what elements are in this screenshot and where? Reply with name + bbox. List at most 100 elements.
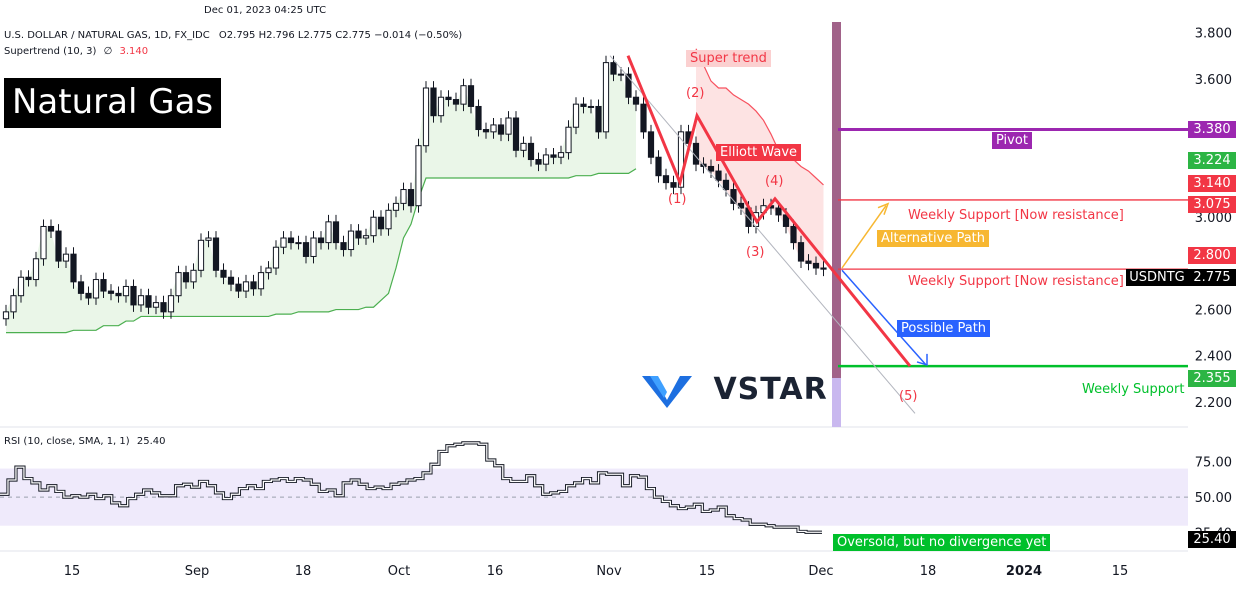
- candle-body: [377, 216, 385, 230]
- candle-body: [392, 202, 400, 211]
- candle-body: [70, 253, 77, 283]
- title-badge: Natural Gas: [4, 78, 222, 128]
- candle-body: [572, 103, 580, 128]
- candle-body: [130, 285, 137, 306]
- candle-body: [317, 237, 325, 244]
- x-axis-tick: 18: [295, 564, 312, 579]
- candle-body: [475, 105, 482, 131]
- candle-body: [797, 242, 805, 262]
- vstar-text: VSTAR: [713, 372, 828, 407]
- candle-body: [227, 276, 235, 285]
- candle-body: [490, 124, 497, 133]
- wave-5-label: (5): [899, 389, 918, 404]
- candle-body: [280, 237, 287, 248]
- symbol-tag: USDNTG: [1126, 269, 1188, 286]
- candle-body: [640, 103, 647, 133]
- candle-body: [152, 302, 160, 308]
- candle-body: [467, 85, 475, 107]
- candle-body: [2, 311, 10, 320]
- weekly-resistance-1-label: Weekly Support [Now resistance]: [908, 208, 1124, 223]
- candle-body: [362, 235, 370, 239]
- candle-body: [310, 237, 317, 257]
- candle-body: [775, 207, 782, 216]
- rsi-value: 25.40: [136, 436, 166, 447]
- rsi-axis-tick: 75.00: [1195, 455, 1232, 470]
- x-axis-tick: 18: [920, 564, 937, 579]
- candle-body: [805, 260, 812, 264]
- candle-body: [550, 154, 557, 158]
- candle-body: [610, 62, 617, 75]
- price-axis-tick: 2.400: [1195, 350, 1232, 365]
- candle-body: [820, 267, 827, 270]
- rsi-title: RSI (10, close, SMA, 1, 1): [4, 436, 130, 447]
- green-price-tag: 3.224: [1188, 152, 1236, 169]
- candle-body: [17, 276, 25, 297]
- candle-body: [730, 189, 737, 204]
- candle-body: [497, 124, 505, 135]
- candle-body: [655, 156, 662, 177]
- channel-line: [609, 55, 916, 414]
- candle-body: [160, 302, 167, 313]
- rsi-header: RSI (10, close, SMA, 1, 1) 25.40: [4, 436, 166, 447]
- alternative-path-arrow: [841, 205, 887, 269]
- supertrend-value: 3.140: [119, 46, 149, 57]
- x-axis-tick: 15: [699, 564, 716, 579]
- possible-path-label: Possible Path: [897, 320, 991, 337]
- candle-body: [625, 73, 632, 98]
- candle-body: [40, 225, 47, 260]
- candle-body: [107, 290, 115, 294]
- candle-body: [565, 126, 572, 154]
- rsi-line-inner: [0, 442, 822, 533]
- candle-body: [595, 105, 602, 133]
- candle-body: [385, 209, 392, 230]
- weekly-support-label: Weekly Support: [1082, 382, 1185, 397]
- x-axis-tick: 15: [1112, 564, 1129, 579]
- candle-body: [580, 103, 587, 107]
- rsi-annotation: Oversold, but no divergence yet: [833, 534, 1051, 551]
- vstar-logo-icon: [640, 372, 694, 408]
- x-axis-tick: 2024: [1006, 564, 1042, 579]
- price-axis-tick: 3.600: [1195, 73, 1232, 88]
- candle-body: [220, 269, 227, 278]
- candle-body: [145, 295, 152, 308]
- candle-body: [715, 170, 722, 181]
- possible-path-arrow: [841, 269, 927, 366]
- candle-body: [137, 295, 145, 306]
- candle-body: [167, 295, 175, 313]
- price-axis-tick: 2.600: [1195, 304, 1232, 319]
- super-trend-label: Super trend: [686, 50, 771, 67]
- pivot-price-tag: 3.380: [1188, 121, 1236, 138]
- candle-body: [670, 182, 677, 188]
- candle-body: [257, 272, 265, 290]
- candle-body: [602, 62, 610, 133]
- x-axis-tick: 15: [64, 564, 81, 579]
- supertrend-price-tag: 3.140: [1188, 175, 1236, 192]
- pivot-bar: [832, 22, 841, 378]
- candle-body: [677, 131, 685, 188]
- supertrend-header: Supertrend (10, 3) ∅ 3.140: [4, 46, 148, 57]
- alternative-path-arrowhead: [877, 202, 890, 215]
- weekly-resistance-2-label: Weekly Support [Now resistance]: [908, 274, 1124, 289]
- candle-body: [370, 216, 377, 237]
- candle-body: [332, 221, 340, 244]
- candle-body: [617, 73, 625, 76]
- candle-body: [542, 154, 550, 165]
- rsi-price-tag: 25.40: [1188, 531, 1236, 548]
- supertrend-bear-line: [695, 48, 824, 186]
- resistance-1-price-tag: 3.075: [1188, 196, 1236, 213]
- candle-body: [25, 276, 32, 281]
- candle-body: [205, 237, 212, 241]
- symbol-header: U.S. DOLLAR / NATURAL GAS, 1D, FX_IDC O2…: [4, 30, 462, 41]
- candle-body: [422, 87, 430, 147]
- candle-body: [347, 230, 355, 251]
- candle-body: [587, 105, 595, 108]
- price-axis-tick: 3.000: [1195, 211, 1232, 226]
- pivot-label: Pivot: [992, 132, 1032, 149]
- candle-body: [505, 117, 512, 135]
- candle-body: [812, 262, 820, 269]
- candle-body: [535, 159, 542, 165]
- candle-body: [212, 237, 220, 271]
- rsi-axis-tick: 50.00: [1195, 491, 1232, 506]
- support-price-tag: 2.355: [1188, 370, 1236, 387]
